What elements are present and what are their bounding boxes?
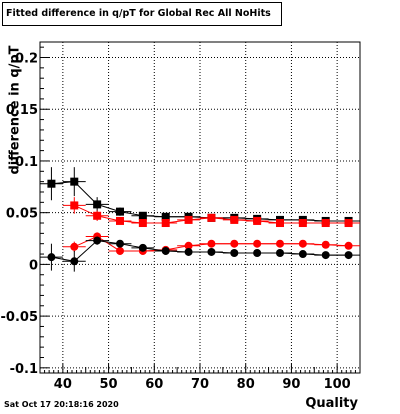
data-point — [47, 179, 56, 188]
data-point — [138, 243, 147, 252]
data-point — [116, 207, 124, 216]
x-tick-label: 60 — [145, 377, 163, 392]
data-point — [230, 215, 239, 224]
data-point — [116, 239, 124, 248]
y-tick-label: -0.1 — [10, 362, 38, 377]
data-point — [298, 239, 307, 248]
y-axis-title: difference in q/pT — [7, 45, 23, 175]
x-tick-label: 40 — [54, 377, 72, 392]
data-point — [93, 200, 102, 209]
data-point — [253, 249, 262, 258]
data-point — [321, 219, 330, 228]
x-tick-label: 50 — [100, 377, 118, 392]
x-tick-label: 90 — [282, 377, 300, 392]
series-2 — [62, 232, 360, 255]
data-point — [298, 250, 307, 259]
data-point — [276, 219, 284, 228]
data-point — [230, 239, 239, 248]
data-point — [93, 211, 102, 220]
data-point — [184, 241, 193, 250]
data-point — [138, 211, 147, 220]
data-point — [298, 219, 307, 228]
x-axis-title: Quality — [305, 396, 358, 411]
data-point — [47, 253, 56, 262]
data-point — [161, 212, 170, 221]
data-point — [184, 247, 193, 256]
data-point — [253, 216, 262, 225]
x-tick-label: 100 — [324, 377, 351, 392]
data-point — [230, 249, 239, 258]
data-point — [184, 215, 193, 224]
data-point — [253, 239, 262, 248]
data-point — [138, 219, 147, 228]
data-point — [344, 219, 353, 228]
x-tick-label: 70 — [191, 377, 209, 392]
footer-timestamp: Sat Oct 17 20:18:16 2020 — [4, 400, 119, 409]
data-point — [207, 213, 216, 222]
data-point — [70, 201, 79, 210]
y-tick-label: 0 — [29, 258, 38, 273]
data-point — [70, 177, 79, 186]
data-point — [321, 240, 330, 249]
data-point — [321, 251, 330, 260]
y-tick-label: 0.1 — [15, 155, 38, 170]
data-point — [207, 239, 216, 248]
series-1 — [62, 197, 360, 228]
y-tick-label: 0.05 — [6, 207, 38, 222]
data-point — [207, 247, 216, 256]
data-point — [116, 216, 124, 225]
data-point — [161, 246, 170, 255]
x-tick-label: 80 — [237, 377, 255, 392]
data-point — [276, 249, 284, 258]
data-point — [70, 257, 79, 266]
data-point — [344, 251, 353, 260]
data-point — [344, 241, 353, 250]
data-point — [70, 242, 79, 251]
data-point — [93, 236, 102, 245]
data-point — [276, 239, 284, 248]
y-tick-label: 0.2 — [15, 52, 38, 67]
series-3 — [40, 236, 360, 272]
plot-title: Fitted difference in q/pT for Global Rec… — [2, 2, 282, 26]
y-tick-label: 0.15 — [6, 103, 38, 118]
y-tick-label: -0.05 — [1, 310, 38, 325]
data-point — [161, 219, 170, 228]
data-point — [116, 246, 124, 255]
